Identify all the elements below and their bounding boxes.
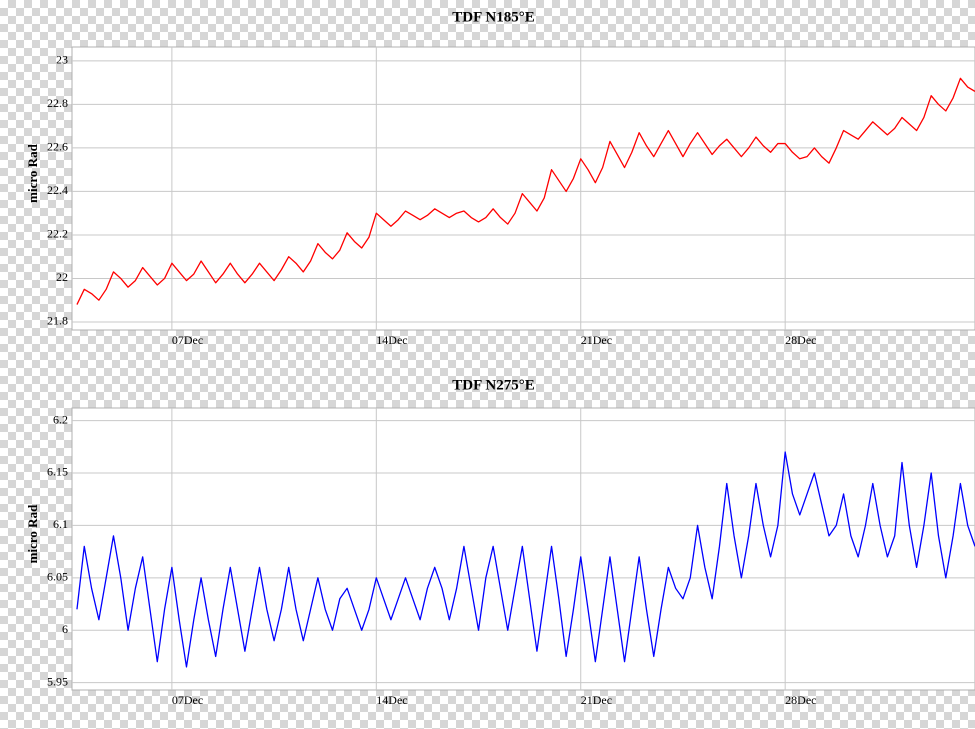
y-tick-label: 22.2 — [47, 227, 68, 241]
x-tick-label: 14Dec — [376, 693, 407, 707]
y-tick-label: 23 — [56, 53, 68, 67]
plot-area — [71, 407, 975, 691]
y-tick-label: 21.8 — [47, 314, 68, 328]
data-line — [76, 77, 975, 305]
y-axis-label: micro Rad — [25, 143, 40, 202]
y-tick-label: 6 — [62, 622, 68, 636]
chart-panel: TDF N185°E micro Rad 21.8 22 22.2 22.4 22.6 22.… — [25, 9, 975, 347]
x-tick-label: 14Dec — [376, 333, 407, 347]
y-tick-label: 22 — [56, 270, 68, 284]
y-tick-label: 22.8 — [47, 96, 68, 110]
x-tick-label: 07Dec — [172, 333, 203, 347]
chart-title: TDF N185°E — [452, 9, 535, 25]
y-tick-label: 6.05 — [47, 570, 68, 584]
y-tick-label: 6.1 — [53, 517, 68, 531]
y-tick-label: 5.95 — [47, 674, 68, 688]
data-line — [76, 451, 975, 668]
x-tick-label: 28Dec — [785, 333, 816, 347]
chart-panel: TDF N275°E micro Rad 5.95 6 6.05 6.1 6.15 6.2 07… — [25, 377, 975, 707]
y-axis-label: micro Rad — [25, 504, 40, 563]
x-tick-label: 21Dec — [581, 693, 612, 707]
x-tick-label: 21Dec — [581, 333, 612, 347]
y-tick-label: 22.6 — [47, 140, 68, 154]
y-tick-label: 6.2 — [53, 412, 68, 426]
y-tick-label: 22.4 — [47, 183, 68, 197]
y-tick-label: 6.15 — [47, 465, 68, 479]
x-tick-label: 28Dec — [785, 693, 816, 707]
plot-area — [71, 46, 975, 331]
x-tick-label: 07Dec — [172, 693, 203, 707]
chart-title: TDF N275°E — [452, 377, 535, 393]
